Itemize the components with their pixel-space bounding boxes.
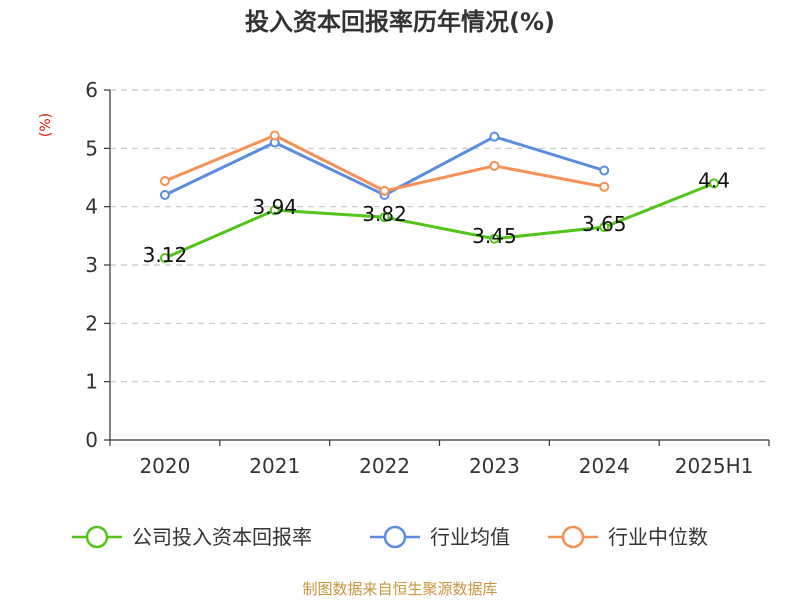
legend-label: 行业中位数	[608, 525, 708, 549]
data-point	[379, 212, 390, 223]
data-label: 3.45	[472, 224, 517, 248]
data-point	[599, 165, 610, 176]
x-tick-label: 2023	[469, 454, 520, 478]
data-label: 3.65	[582, 212, 627, 236]
x-tick-label: 2024	[579, 454, 630, 478]
data-point	[159, 253, 170, 263]
data-point	[159, 190, 170, 200]
y-tick-label: 6	[85, 78, 98, 102]
legend-item[interactable]: 行业中位数	[548, 525, 708, 549]
data-labels: 3.12 3.94 3.82 3.45 3.65 4.4	[143, 168, 730, 267]
x-tick-label: 2021	[249, 454, 300, 478]
data-label: 3.82	[362, 202, 407, 226]
y-tick-label: 0	[85, 428, 98, 452]
legend-marker	[85, 525, 109, 549]
x-tick-label: 2022	[359, 454, 410, 478]
data-label: 3.94	[252, 195, 297, 219]
legend-label: 公司投入资本回报率	[132, 525, 312, 549]
data-point	[489, 160, 500, 171]
legend[interactable]: 公司投入资本回报率 行业均值 行业中位数	[72, 525, 708, 549]
chart-title: 投入资本回报率历年情况(%)	[245, 8, 555, 36]
y-tick-label: 3	[85, 253, 98, 277]
legend-marker	[561, 525, 585, 549]
x-tick-label: 2020	[139, 454, 190, 478]
data-point	[599, 181, 610, 192]
data-point	[709, 178, 720, 189]
y-tick-label: 4	[85, 195, 98, 219]
data-point	[269, 130, 280, 141]
data-point	[379, 185, 390, 196]
data-point	[489, 131, 500, 142]
data-point	[599, 222, 610, 233]
legend-label: 行业均值	[430, 525, 510, 549]
y-tick-label: 1	[85, 370, 98, 394]
legend-item[interactable]: 行业均值	[370, 525, 510, 549]
grid-lines	[110, 89, 769, 383]
y-tick-label: 5	[85, 136, 98, 160]
y-tick-label: 2	[85, 311, 98, 335]
data-point	[159, 176, 170, 186]
series-lines	[159, 130, 720, 263]
y-axis-unit: (%)	[38, 113, 54, 137]
data-label: 4.4	[698, 168, 730, 192]
x-tick-label: 2025H1	[675, 454, 754, 478]
data-label: 3.12	[143, 243, 188, 267]
data-point	[269, 205, 280, 216]
data-point	[489, 233, 500, 244]
axes: 0 1 2 3 4 5 6 2020 2021 2022 2023 2024 2025H1	[85, 78, 770, 478]
source-note: 制图数据来自恒生聚源数据库	[302, 580, 497, 598]
legend-marker	[383, 525, 407, 549]
legend-item[interactable]: 公司投入资本回报率	[72, 525, 312, 549]
series-line	[164, 181, 715, 260]
